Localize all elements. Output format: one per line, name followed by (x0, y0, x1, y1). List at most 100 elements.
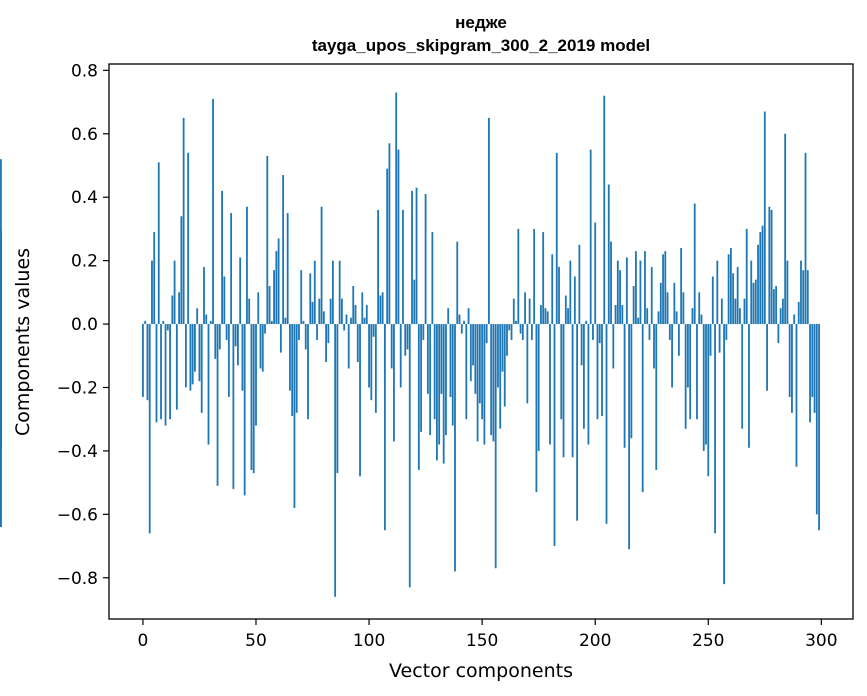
bar-124 (422, 324, 425, 340)
bar-109 (388, 143, 391, 325)
bar-4 (151, 260, 153, 325)
bar-193 (578, 244, 581, 325)
bar-104 (377, 209, 380, 325)
bar-59 (275, 251, 278, 325)
bar-10 (164, 324, 167, 426)
bar-171 (528, 298, 531, 325)
bar-207 (610, 241, 612, 325)
bar-188 (567, 308, 569, 325)
bar-12 (169, 324, 171, 420)
bar-84 (331, 260, 334, 325)
bar-261 (732, 273, 735, 325)
bar-30 (209, 320, 212, 325)
bar-242 (689, 324, 692, 420)
bar-227 (655, 324, 658, 470)
bar-90 (345, 314, 348, 325)
bar-271 (754, 279, 757, 325)
bar-185 (560, 324, 563, 420)
bar-57 (270, 320, 273, 325)
bar-74 (309, 273, 312, 325)
bar-142 (463, 320, 465, 325)
bar-8 (160, 324, 162, 420)
bar-273 (759, 232, 762, 325)
bar-0 (142, 324, 144, 397)
bar-35 (221, 190, 223, 325)
x-tick-label: 200 (579, 631, 611, 651)
bar-93 (352, 286, 355, 325)
bar-269 (750, 260, 753, 325)
bar-31 (212, 98, 214, 325)
bar-291 (800, 260, 802, 325)
bar-69 (298, 324, 300, 340)
bar-198 (589, 149, 592, 325)
bar-286 (788, 324, 791, 397)
bar-165 (515, 320, 517, 325)
bar-299 (818, 324, 820, 531)
bar-39 (230, 213, 233, 325)
bar-102 (372, 324, 375, 337)
bar-122 (417, 324, 420, 470)
y-tick-label: 0.8 (71, 61, 98, 81)
bar-213 (623, 324, 626, 448)
bar-168 (521, 324, 524, 340)
bar-238 (680, 247, 683, 325)
bar-119 (411, 190, 413, 325)
bar-73 (307, 324, 309, 420)
bar-243 (691, 308, 694, 325)
chart-title-model: tayga_upos_skipgram_300_2_2019 model (312, 36, 650, 55)
bar-236 (675, 311, 678, 325)
bar-76 (313, 260, 316, 325)
bar-64 (286, 213, 289, 325)
bar-11 (166, 324, 169, 331)
bar-42 (237, 324, 239, 366)
bar-92 (350, 317, 352, 325)
bar-258 (725, 324, 728, 340)
bar-66 (291, 324, 294, 417)
bar-143 (465, 324, 468, 420)
bar-257 (723, 324, 726, 585)
bar-217 (632, 286, 635, 325)
bar-62 (282, 175, 285, 325)
bar-139 (456, 241, 459, 325)
bar-212 (621, 305, 624, 325)
bar-undefined (0, 298, 2, 325)
y-axis: −0.8 −0.6 −0.4 −0.2 0.0 0.2 0.4 0.6 0.8 (57, 61, 109, 589)
bar-263 (736, 266, 739, 325)
bar-112 (395, 92, 398, 325)
bar-24 (196, 308, 199, 325)
bar-13 (171, 295, 174, 325)
bar-116 (404, 324, 407, 356)
bar-250 (707, 324, 710, 477)
bar-248 (702, 324, 705, 451)
bar-177 (542, 232, 545, 325)
bar-146 (472, 324, 474, 366)
bar-200 (594, 222, 597, 325)
bar-129 (433, 324, 436, 420)
bar-19 (184, 324, 187, 388)
bar-161 (506, 324, 508, 356)
bar-5 (153, 232, 156, 325)
bar-235 (673, 282, 676, 325)
bar-105 (379, 295, 382, 325)
bar-228 (657, 311, 660, 325)
bar-283 (781, 298, 784, 325)
bar-173 (533, 228, 536, 325)
bar-undefined (0, 159, 2, 325)
bar-186 (562, 324, 565, 458)
bar-52 (259, 324, 262, 369)
chart-title-word: недже (455, 13, 507, 32)
bar-26 (200, 324, 203, 413)
bar-160 (503, 324, 506, 407)
bar-282 (779, 308, 782, 325)
bar-179 (546, 311, 549, 325)
bar-131 (438, 324, 441, 445)
bar-80 (322, 311, 325, 325)
bar-98 (363, 317, 366, 325)
x-axis: 0 50 100 150 200 250 300 (138, 619, 838, 651)
bar-75 (311, 301, 314, 325)
bar-3 (148, 324, 151, 534)
bar-201 (596, 324, 599, 420)
x-tick-label: 100 (353, 631, 385, 651)
bar-245 (696, 324, 698, 420)
bar-150 (481, 324, 484, 420)
